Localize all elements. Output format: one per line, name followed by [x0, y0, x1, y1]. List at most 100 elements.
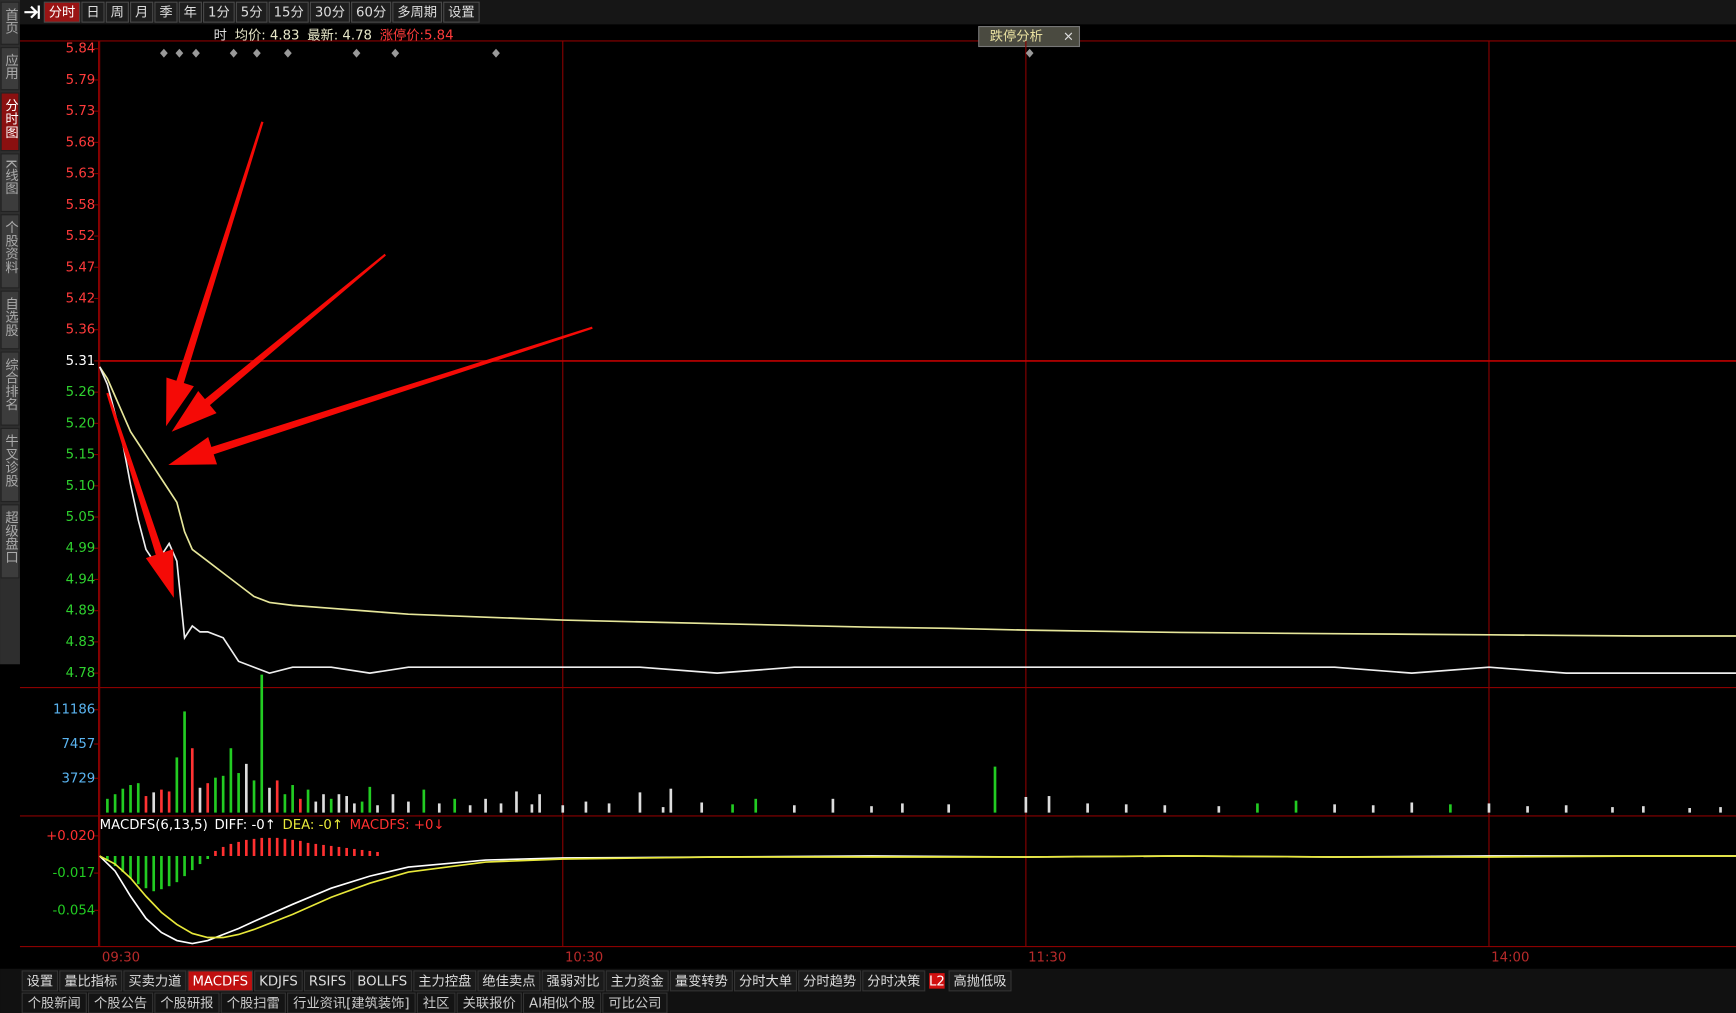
toolbar-tab[interactable]: 设置	[448, 5, 475, 21]
sidebar-item-bg[interactable]	[0, 92, 20, 152]
indicator-tab-bg[interactable]	[254, 970, 303, 992]
volume-bar	[607, 803, 611, 813]
y-tick-label: 11186	[53, 703, 95, 718]
indicator-tab[interactable]: 强弱对比	[547, 973, 600, 989]
sidebar-item[interactable]: 个股资料	[2, 220, 18, 274]
indicator-tab[interactable]: 分时趋势	[803, 973, 856, 989]
sidebar-item[interactable]: 首页	[2, 7, 18, 34]
indicator-tab-bg[interactable]	[477, 970, 541, 992]
sidebar-item-bg[interactable]	[0, 351, 20, 426]
info-tab-bg[interactable]	[21, 992, 87, 1013]
toolbar-tab-bg[interactable]	[130, 1, 154, 23]
toolbar-tab-bg[interactable]	[309, 1, 350, 23]
info-tab[interactable]: 行业资讯[建筑装饰]	[293, 996, 409, 1012]
indicator-tab-bg[interactable]	[948, 970, 1012, 992]
toolbar-tab[interactable]: 5分	[241, 5, 263, 21]
indicator-tab-bg[interactable]	[21, 970, 59, 992]
info-text: 时	[214, 27, 227, 43]
info-tab[interactable]: 个股扫雷	[227, 996, 280, 1012]
info-tab-bg[interactable]	[416, 992, 456, 1013]
info-tab-bg[interactable]	[154, 992, 220, 1013]
indicator-tab-bg[interactable]	[59, 970, 123, 992]
toolbar-tab-bg[interactable]	[268, 1, 309, 23]
indicator-tab[interactable]: 主力控盘	[418, 972, 471, 989]
sidebar-item-bg[interactable]	[0, 153, 20, 213]
toolbar-tab-bg[interactable]	[178, 1, 202, 23]
indicator-tab-bg[interactable]	[669, 970, 733, 992]
toolbar-tab-bg[interactable]	[81, 1, 105, 23]
indicator-tab[interactable]: 高抛低吸	[954, 972, 1007, 989]
indicator-tab[interactable]: 量变转势	[675, 973, 728, 989]
toolbar-tab[interactable]: 30分	[315, 5, 345, 21]
info-tab-bg[interactable]	[287, 992, 416, 1013]
indicator-tab-bg[interactable]	[733, 970, 798, 992]
toolbar-tab[interactable]: 1分	[208, 5, 230, 21]
toolbar-tab[interactable]: 周	[111, 6, 124, 21]
popup-close[interactable]: ×	[1063, 30, 1074, 45]
toolbar-tab[interactable]: 月	[135, 6, 148, 21]
info-tab-bg[interactable]	[522, 992, 602, 1013]
toolbar-tab-bg[interactable]	[43, 1, 81, 23]
info-tab[interactable]: 关联报价	[463, 996, 516, 1012]
toolbar-tab-bg[interactable]	[154, 1, 178, 23]
indicator-tab[interactable]: MACDFS	[192, 974, 248, 989]
indicator-tab[interactable]: 绝佳卖点	[482, 973, 535, 989]
toolbar-tab[interactable]: 季	[159, 5, 172, 21]
info-tab-bg[interactable]	[456, 992, 522, 1013]
sidebar-item[interactable]: 应用	[2, 53, 18, 81]
indicator-tab[interactable]: 设置	[27, 973, 54, 989]
sidebar-item-bg[interactable]	[0, 504, 20, 579]
toolbar-tab[interactable]: 分时	[49, 5, 76, 21]
sidebar-item[interactable]: 分时图	[2, 98, 18, 139]
indicator-tab-bg[interactable]	[605, 970, 669, 992]
indicator-tab[interactable]: KDJFS	[259, 974, 298, 989]
indicator-tab[interactable]: 主力资金	[611, 973, 664, 989]
sidebar-item-bg[interactable]	[0, 290, 20, 350]
info-tab[interactable]: 个股公告	[94, 996, 147, 1012]
toolbar-tab-bg[interactable]	[443, 1, 480, 23]
indicator-tab[interactable]: 量比指标	[64, 973, 117, 989]
indicator-tab-bg[interactable]	[123, 970, 187, 992]
toolbar-tab[interactable]: 日	[86, 6, 99, 21]
indicator-tab-bg[interactable]	[187, 970, 254, 992]
toolbar-tab-bg[interactable]	[235, 1, 268, 23]
indicator-tab[interactable]: 分时大单	[739, 973, 792, 989]
info-tab[interactable]: 可比公司	[608, 996, 661, 1012]
indicator-tab-bg[interactable]	[413, 970, 477, 992]
toolbar-tab[interactable]: 60分	[356, 5, 386, 21]
sidebar-item[interactable]: 自选股	[2, 296, 18, 338]
sidebar-item-bg[interactable]	[0, 214, 20, 289]
sidebar-item[interactable]: 牛叉诊股	[2, 434, 18, 489]
toolbar-tab-bg[interactable]	[105, 1, 129, 23]
sidebar-item-bg[interactable]	[0, 427, 20, 503]
info-tab-bg[interactable]	[87, 992, 154, 1013]
info-tab[interactable]: 个股研报	[160, 996, 213, 1012]
nav-icon[interactable]	[24, 5, 40, 19]
popup-title[interactable]: 跌停分析	[990, 28, 1043, 45]
info-tab-bg[interactable]	[602, 992, 668, 1013]
toolbar-tab-bg[interactable]	[351, 1, 392, 23]
indicator-tab-bg[interactable]	[303, 970, 352, 992]
indicator-tab-bg[interactable]	[352, 970, 413, 992]
sidebar-item[interactable]: 超级盘口	[2, 510, 18, 564]
indicator-tab-bg[interactable]	[798, 970, 862, 992]
toolbar-tab[interactable]: 多周期	[397, 4, 437, 21]
indicator-tab-bg[interactable]	[862, 970, 926, 992]
indicator-tab[interactable]: 买卖力道	[128, 973, 181, 989]
sidebar-item[interactable]: K线图	[2, 159, 18, 195]
sidebar-item-bg[interactable]	[0, 1, 20, 45]
toolbar-tab[interactable]: 15分	[274, 5, 304, 21]
info-tab[interactable]: AI相似个股	[529, 996, 595, 1012]
indicator-tab-bg[interactable]	[541, 970, 605, 992]
info-tab-bg[interactable]	[220, 992, 286, 1013]
indicator-tab[interactable]: BOLLFS	[357, 974, 407, 989]
toolbar-tab-bg[interactable]	[203, 1, 235, 23]
toolbar-tab-bg[interactable]	[392, 1, 443, 23]
toolbar-tab[interactable]: 年	[184, 5, 197, 21]
sidebar-item-bg[interactable]	[0, 47, 20, 91]
indicator-tab[interactable]: RSIFS	[309, 974, 346, 989]
sidebar-item[interactable]: 综合排名	[2, 357, 18, 411]
indicator-tab[interactable]: 分时决策	[867, 972, 920, 989]
info-tab[interactable]: 社区	[423, 996, 450, 1012]
info-tab[interactable]: 个股新闻	[28, 996, 81, 1012]
